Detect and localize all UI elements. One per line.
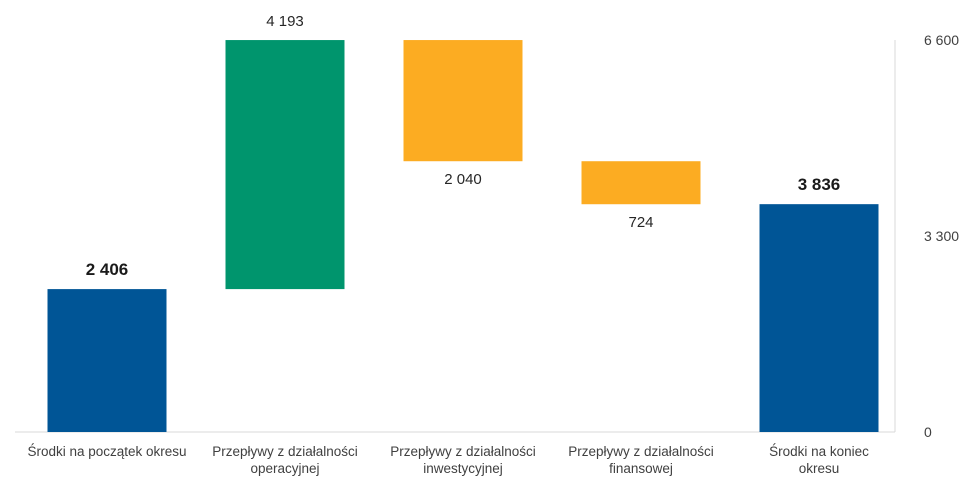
x-tick-label-line: operacyjnej: [250, 461, 319, 476]
x-tick-label-2: Przepływy z działalności inwestycyjnej: [390, 444, 536, 476]
y-tick-label-2: 6 600: [924, 32, 959, 48]
bar-1: [225, 40, 345, 290]
data-label-0: 2 406: [86, 260, 129, 279]
x-tick-label-line: inwestycyjnej: [423, 461, 503, 476]
x-tick-label-line: Przepływy z działalności: [568, 444, 714, 459]
data-label-1: 4 193: [266, 13, 304, 30]
bar-0: [47, 289, 167, 432]
x-tick-label-0: Środki na początek okresu: [27, 444, 186, 459]
x-tick-label-line: Środki na koniec: [769, 444, 869, 459]
bar-2: [403, 40, 523, 162]
x-tick-label-line: finansowej: [609, 461, 673, 476]
y-tick-label-0: 0: [924, 424, 932, 440]
bar-4: [759, 204, 879, 432]
x-tick-label-1: Przepływy z działalności operacyjnej: [212, 444, 358, 476]
y-tick-label-1: 3 300: [924, 228, 959, 244]
x-tick-label-line: Przepływy z działalności: [390, 444, 536, 459]
x-tick-label-line: okresu: [799, 461, 840, 476]
data-label-3: 724: [628, 214, 653, 231]
data-label-2: 2 040: [444, 171, 482, 188]
data-label-4: 3 836: [798, 175, 841, 194]
bar-3: [581, 161, 701, 205]
x-tick-label-line: Przepływy z działalności: [212, 444, 358, 459]
x-tick-label-line: Środki na początek okresu: [27, 444, 186, 459]
x-tick-label-4: Środki na koniec okresu: [769, 444, 869, 476]
x-tick-label-3: Przepływy z działalności finansowej: [568, 444, 714, 476]
